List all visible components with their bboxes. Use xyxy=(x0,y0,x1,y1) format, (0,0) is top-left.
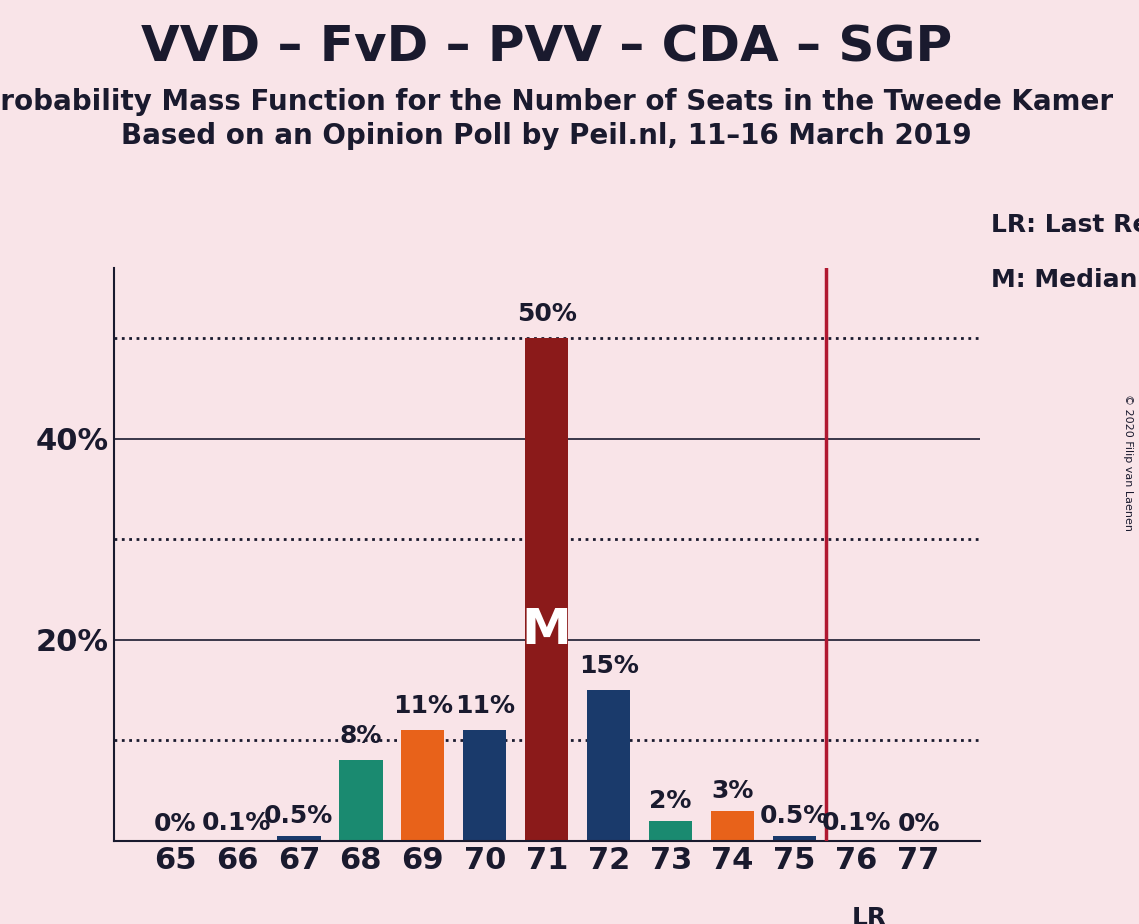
Bar xyxy=(277,836,320,841)
Text: 50%: 50% xyxy=(517,302,576,326)
Bar xyxy=(215,840,259,841)
Text: M: M xyxy=(522,606,572,654)
Text: M: Median: M: Median xyxy=(991,268,1138,292)
Text: © 2020 Filip van Laenen: © 2020 Filip van Laenen xyxy=(1123,394,1133,530)
Text: 0.1%: 0.1% xyxy=(822,810,891,834)
Text: 8%: 8% xyxy=(339,724,382,748)
Text: 15%: 15% xyxy=(579,654,639,678)
Text: 0.5%: 0.5% xyxy=(264,804,334,828)
Bar xyxy=(649,821,693,841)
Text: 0.1%: 0.1% xyxy=(203,810,271,834)
Text: 2%: 2% xyxy=(649,789,691,813)
Bar xyxy=(835,840,878,841)
Bar xyxy=(525,338,568,841)
Text: 0%: 0% xyxy=(154,812,196,836)
Bar xyxy=(711,810,754,841)
Bar xyxy=(339,760,383,841)
Text: LR: Last Result: LR: Last Result xyxy=(991,213,1139,237)
Text: 0%: 0% xyxy=(898,812,940,836)
Text: 0.5%: 0.5% xyxy=(760,804,829,828)
Text: Based on an Opinion Poll by Peil.nl, 11–16 March 2019: Based on an Opinion Poll by Peil.nl, 11–… xyxy=(122,122,972,150)
Bar xyxy=(464,730,507,841)
Bar xyxy=(587,690,630,841)
Text: LR: LR xyxy=(851,906,886,924)
Text: VVD – FvD – PVV – CDA – SGP: VVD – FvD – PVV – CDA – SGP xyxy=(141,23,952,71)
Bar xyxy=(401,730,444,841)
Text: 3%: 3% xyxy=(712,779,754,803)
Text: 11%: 11% xyxy=(454,694,515,718)
Text: Probability Mass Function for the Number of Seats in the Tweede Kamer: Probability Mass Function for the Number… xyxy=(0,88,1113,116)
Text: 11%: 11% xyxy=(393,694,453,718)
Bar xyxy=(773,836,817,841)
